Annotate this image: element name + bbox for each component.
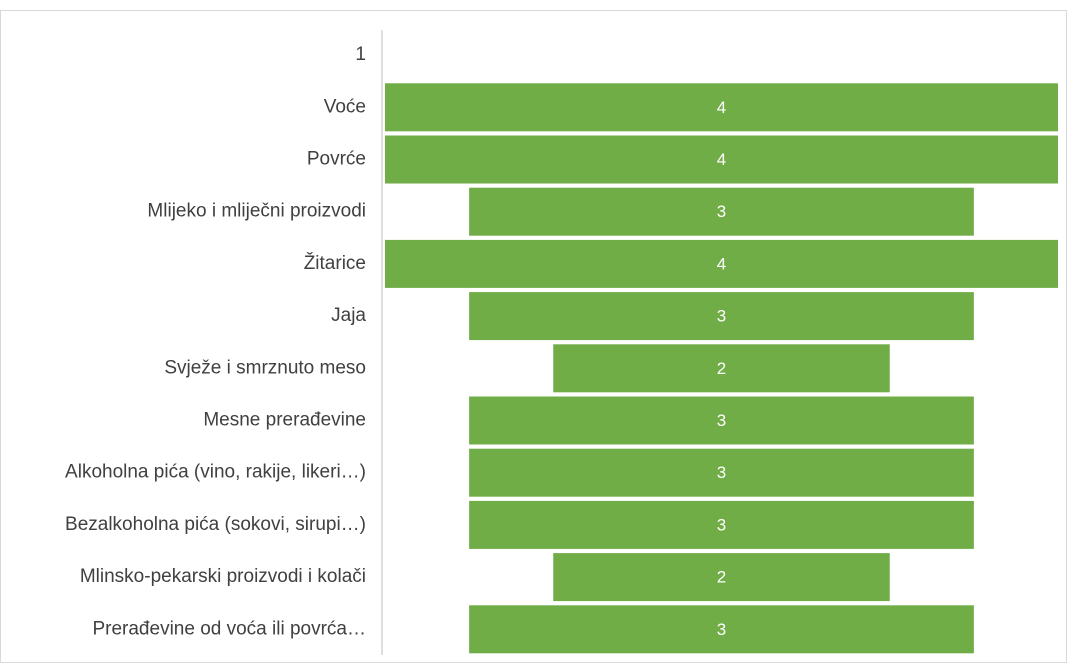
data-label: 4 (717, 150, 726, 169)
funnel-bar (553, 553, 890, 602)
category-label: Žitarice (304, 252, 366, 274)
chart-frame (0, 10, 1067, 663)
funnel-bar (469, 187, 974, 236)
data-label: 4 (717, 254, 726, 273)
funnel-bar (385, 135, 1058, 184)
data-label: 3 (717, 515, 726, 534)
data-label: 3 (717, 307, 726, 326)
data-label: 3 (717, 411, 726, 430)
category-label: Jaja (331, 305, 366, 326)
data-label: 2 (717, 359, 726, 378)
funnel-bar (469, 605, 974, 654)
funnel-bar (385, 83, 1058, 132)
category-label: Prerađevine od voća ili povrća… (92, 618, 366, 639)
category-label: Bezalkoholna pića (sokovi, sirupi…) (65, 514, 366, 535)
category-label: Mesne prerađevine (203, 410, 366, 431)
funnel-bar (385, 239, 1058, 288)
funnel-bar (553, 344, 890, 393)
funnel-bar (469, 500, 974, 549)
category-label: Povrće (307, 149, 366, 170)
funnel-bar (469, 396, 974, 445)
data-label: 3 (717, 463, 726, 482)
funnel-bar (469, 448, 974, 497)
category-label: Voće (324, 96, 366, 117)
data-label: 3 (717, 620, 726, 639)
data-label: 3 (717, 202, 726, 221)
category-label: Svježe i smrznuto meso (164, 357, 366, 378)
data-label: 4 (717, 98, 726, 117)
category-label: 1 (355, 44, 366, 65)
funnel-bar (469, 292, 974, 341)
category-label: Mlijeko i mliječni proizvodi (147, 201, 366, 222)
category-label: Alkoholna pića (vino, rakije, likeri…) (65, 462, 366, 483)
data-label: 2 (717, 568, 726, 587)
category-label: Mlinsko-pekarski proizvodi i kolači (80, 566, 366, 587)
